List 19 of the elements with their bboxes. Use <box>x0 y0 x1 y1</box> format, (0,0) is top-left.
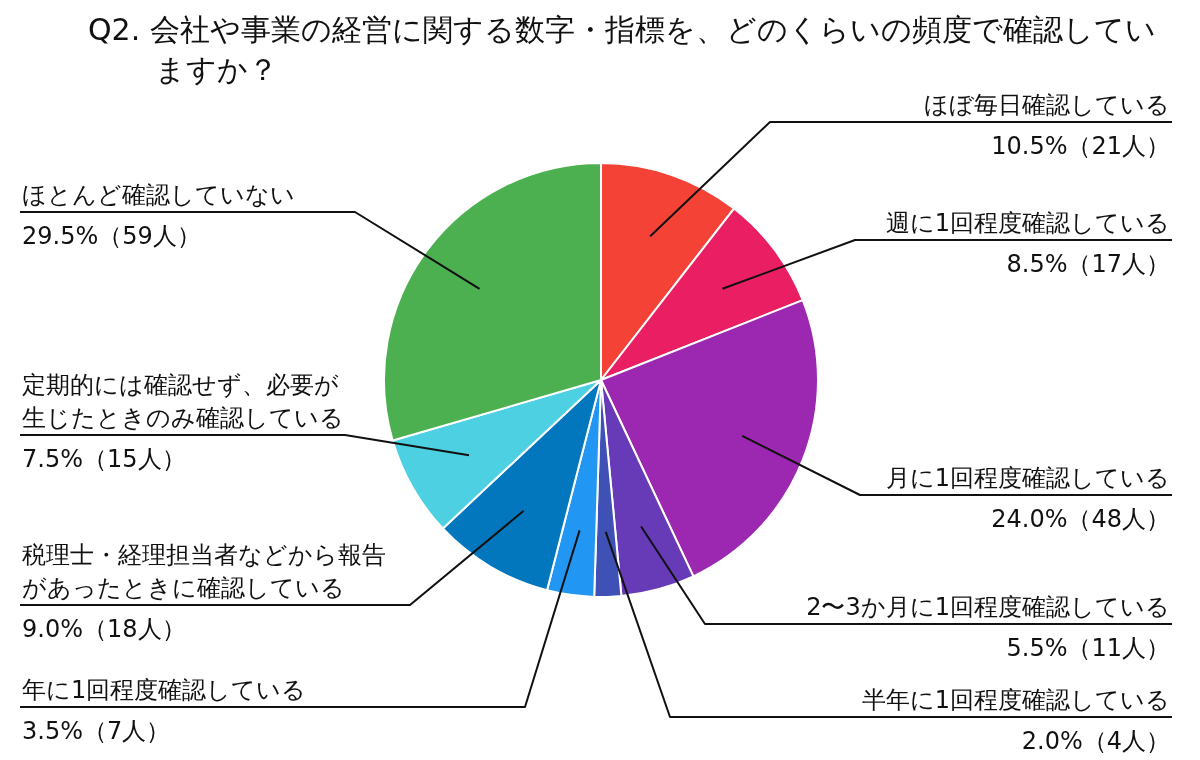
data-label: 7.5%（15人） <box>22 445 186 474</box>
slice-label: 月に1回程度確認している <box>885 464 1170 493</box>
data-label: 3.5%（7人） <box>22 717 171 746</box>
slice-label: 半年に1回程度確認している <box>861 686 1170 715</box>
slice-label: 週に1回程度確認している <box>885 209 1170 238</box>
slice-label: 税理士・経理担当者などから報告があったときに確認している <box>22 541 386 603</box>
data-label: 2.0%（4人） <box>1021 727 1170 756</box>
slice-label: 2〜3か月に1回程度確認している <box>806 593 1170 622</box>
slice-label: ほぼ毎日確認している <box>924 91 1170 120</box>
slice-label: ほとんど確認していない <box>22 181 295 210</box>
data-label: 29.5%（59人） <box>22 222 201 251</box>
data-label: 8.5%（17人） <box>1006 250 1170 279</box>
data-label: 10.5%（21人） <box>991 132 1170 161</box>
data-label: 24.0%（48人） <box>991 505 1170 534</box>
slice-label: 定期的には確認せず、必要が生じたときのみ確認している <box>22 371 344 433</box>
data-label: 5.5%（11人） <box>1006 634 1170 663</box>
chart-title: Q2. 会社や事業の経営に関する数字・指標を、どのくらいの頻度で確認していますか？ <box>88 11 1157 89</box>
slice-label: 年に1回程度確認している <box>22 676 307 705</box>
data-label: 9.0%（18人） <box>22 615 186 644</box>
